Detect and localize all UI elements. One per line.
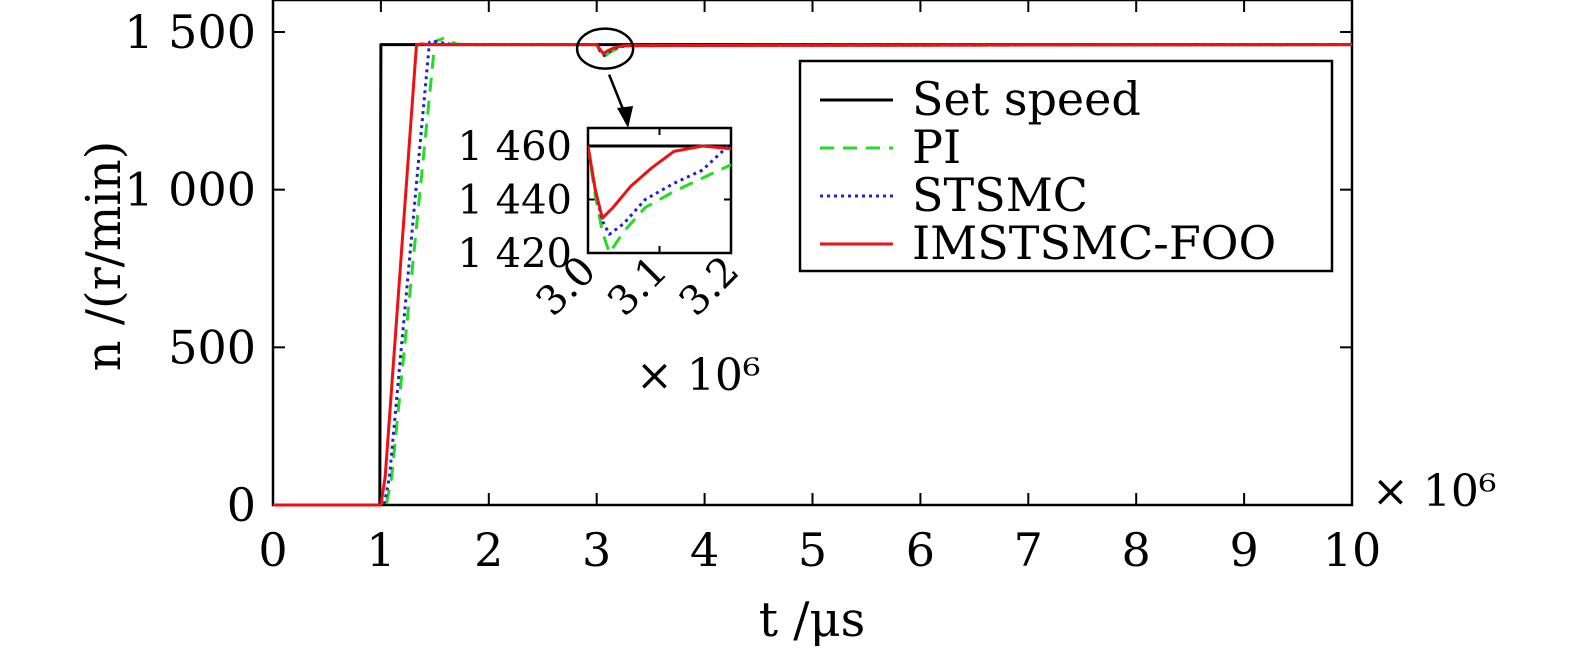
legend-label-imstsmc-foo: IMSTSMC-FOO — [912, 216, 1276, 270]
dip-circle — [575, 27, 635, 70]
legend-label-set-speed: Set speed — [912, 72, 1141, 126]
zoom-arrowhead — [617, 106, 634, 128]
dip-highlight — [575, 27, 635, 128]
x-tick-label: 5 — [798, 523, 827, 577]
x-multiplier: × 10⁶ — [1372, 466, 1496, 517]
inset-series — [588, 142, 731, 253]
x-tick-label: 1 — [366, 523, 395, 577]
inset-series-line-imstsmc-foo — [588, 144, 731, 220]
y-tick-label: 1 500 — [124, 5, 256, 59]
x-tick-label: 2 — [474, 523, 503, 577]
inset-y-tick-label: 1 460 — [457, 124, 572, 170]
x-tick-label: 7 — [1014, 523, 1043, 577]
inset-y-tick-label: 1 420 — [457, 231, 572, 277]
main-series — [273, 36, 1353, 507]
x-tick-label: 0 — [258, 523, 287, 577]
inset-x-tick-label: 3.2 — [671, 248, 749, 326]
y-tick-label: 1 000 — [124, 163, 256, 217]
x-axis-label: t /μs — [759, 592, 866, 648]
inset-y-tick-label: 1 440 — [457, 178, 572, 224]
series-line-imstsmc-foo — [273, 42, 1353, 507]
y-tick-label: 500 — [168, 320, 256, 374]
legend-label-pi: PI — [912, 120, 961, 174]
y-tick-label: 0 — [227, 478, 256, 532]
legend-label-stsmc: STSMC — [912, 168, 1088, 222]
axis-labels: t /μs n /(r/min) × 10⁶ — [76, 141, 1496, 648]
zoom-arrow — [607, 74, 626, 113]
inset-x-tick-label: 3.1 — [599, 248, 677, 326]
legend-box — [798, 59, 1334, 273]
x-tick-label: 8 — [1122, 523, 1151, 577]
main-axes: 0 1 2 3 4 5 6 7 8 9 10 0 500 1 000 1 500 — [124, 0, 1381, 577]
y-axis-label: n /(r/min) — [76, 141, 132, 372]
inset-x-multiplier: × 10⁶ — [636, 350, 760, 401]
x-tick-label: 3 — [582, 523, 611, 577]
x-tick-label: 6 — [906, 523, 935, 577]
x-tick-label: 9 — [1229, 523, 1258, 577]
x-tick-label: 4 — [690, 523, 719, 577]
x-tick-label: 10 — [1323, 523, 1382, 577]
